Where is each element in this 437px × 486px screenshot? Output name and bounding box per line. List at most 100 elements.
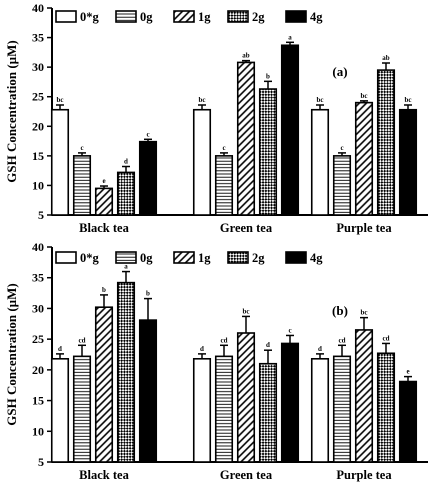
legend-swatch [173,10,195,23]
significance-letter: cd [383,334,390,342]
y-tick-label: 35 [32,31,44,45]
significance-letter: bc [199,96,206,104]
bar [116,171,136,216]
bar [94,306,114,463]
legend-label: 0*g [80,251,100,265]
y-tick-label: 30 [32,60,44,74]
significance-letter: bc [361,92,368,100]
y-tick-label: 40 [32,1,44,15]
y-tick-label: 30 [32,301,44,315]
bar [192,108,212,216]
y-tick-label: 20 [32,119,44,133]
bar [214,355,234,463]
significance-letter: bc [405,96,412,104]
significance-letter: cd [221,336,228,344]
bar [138,140,158,216]
y-tick-label: 15 [32,394,44,408]
bar [258,88,278,216]
bar [376,352,396,463]
panel-label: (b) [332,303,348,318]
significance-letter: a [124,263,128,271]
legend-label: 4g [310,251,323,265]
category-label: Purple tea [336,221,392,235]
bar [192,357,212,463]
significance-letter: b [146,290,150,298]
category-label: Black tea [79,468,129,482]
bar [138,319,158,463]
significance-letter: bc [361,309,368,317]
bar [310,357,330,463]
legend-label: 2g [252,10,265,24]
bar [354,101,374,216]
significance-letter: cd [79,336,86,344]
y-tick-label: 15 [32,149,44,163]
significance-letter: d [266,341,270,349]
significance-letter: cd [339,336,346,344]
legend-label: 1g [198,10,211,24]
bar [398,108,418,216]
bar [376,69,396,216]
significance-letter: bc [57,96,64,104]
bar [50,108,70,216]
bar [236,332,256,463]
y-axis-title: GSH Concentration (µM) [4,40,19,183]
legend-label: 1g [198,251,211,265]
significance-letter: c [222,144,225,152]
significance-letter: bc [243,307,250,315]
legend-label: 4g [310,10,323,24]
significance-letter: c [340,144,343,152]
bar [310,108,330,216]
legend-swatch [115,251,137,264]
category-label: Green tea [220,221,273,235]
legend-label: 0g [140,251,153,265]
y-tick-label: 10 [32,178,44,192]
significance-letter: d [200,345,204,353]
bar [280,342,300,463]
y-tick-label: 5 [38,208,44,222]
bar [94,187,114,216]
category-label: Purple tea [336,468,392,482]
category-label: Green tea [220,468,273,482]
bar [236,61,256,216]
legend-swatch [285,251,307,264]
significance-letter: c [288,326,291,334]
significance-letter: a [288,33,292,41]
legend-swatch [55,251,77,264]
legend-label: 2g [252,251,265,265]
significance-letter: e [406,368,409,376]
significance-letter: b [266,72,270,80]
y-tick-label: 10 [32,424,44,438]
bar [398,380,418,463]
bar [72,355,92,463]
category-label: Black tea [79,221,129,235]
significance-letter: b [102,286,106,294]
bar [280,44,300,216]
significance-letter: ab [382,54,390,62]
y-tick-label: 5 [38,455,44,469]
significance-letter: d [124,158,128,166]
y-tick-label: 25 [32,90,44,104]
legend-swatch [173,251,195,264]
bar [214,155,234,216]
panel-label: (a) [332,64,347,79]
bar [332,355,352,463]
y-tick-label: 20 [32,363,44,377]
bar [354,329,374,463]
legend-swatch [227,251,249,264]
significance-letter: d [58,345,62,353]
legend-swatch [55,10,77,23]
legend-swatch [227,10,249,23]
bar [332,155,352,216]
legend-swatch [115,10,137,23]
significance-letter: bc [317,96,324,104]
legend-swatch [285,10,307,23]
y-tick-label: 25 [32,332,44,346]
bar [116,281,136,463]
bar [50,357,70,463]
legend-label: 0g [140,10,153,24]
significance-letter: c [146,130,149,138]
significance-letter: ab [242,52,250,60]
significance-letter: c [80,144,83,152]
